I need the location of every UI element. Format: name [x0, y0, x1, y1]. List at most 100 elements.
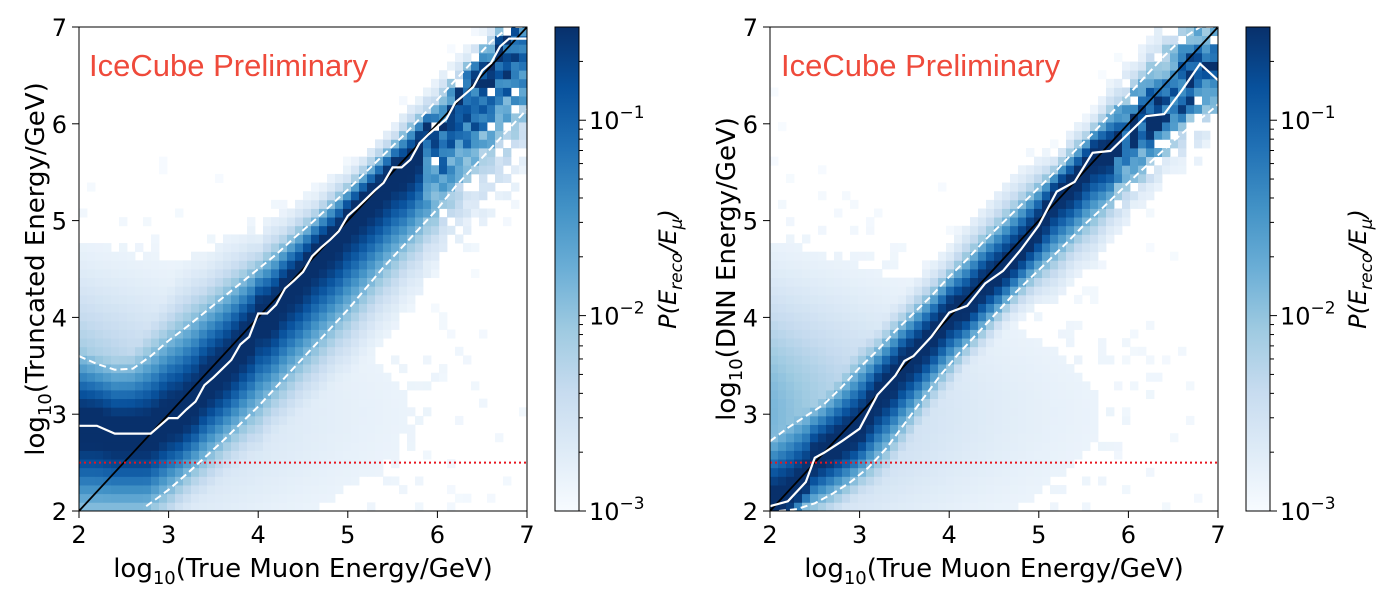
heatmap-cell [962, 441, 971, 451]
heatmap-cell [826, 320, 835, 330]
heatmap-cell [175, 381, 184, 391]
heatmap-cell [946, 320, 955, 330]
heatmap-cell [167, 433, 176, 443]
heatmap-cell [1170, 78, 1179, 88]
heatmap-cell [455, 199, 464, 209]
heatmap-cell [1034, 338, 1043, 348]
heatmap-cell [351, 390, 360, 400]
heatmap-cell [930, 450, 939, 460]
heatmap-cell [479, 156, 488, 166]
heatmap-cell [295, 294, 304, 304]
heatmap-cell [810, 329, 819, 339]
diagonal-line [770, 27, 1218, 511]
heatmap-cell [946, 424, 955, 434]
heatmap-cell [938, 269, 947, 279]
heatmap-cell [906, 329, 915, 339]
heatmap-cell [1002, 338, 1011, 348]
heatmap-cell [519, 87, 527, 97]
heatmap-cell [906, 381, 915, 391]
heatmap-cell [423, 208, 432, 218]
heatmap-cell [303, 286, 312, 296]
heatmap-cell [391, 286, 400, 296]
heatmap-cell [1018, 294, 1027, 304]
heatmap-cell [191, 459, 200, 469]
heatmap-cell [87, 346, 96, 356]
heatmap-cell [279, 398, 288, 408]
heatmap-cell [79, 277, 88, 287]
heatmap-cell [810, 277, 819, 287]
heatmap-cell [866, 225, 875, 235]
heatmap-cell [103, 355, 112, 365]
heatmap-cell [1170, 113, 1179, 123]
heatmap-cell [351, 338, 360, 348]
heatmap-cell [479, 130, 488, 140]
heatmap-cell [407, 208, 416, 218]
heatmap-cell [986, 286, 995, 296]
heatmap-cell [327, 208, 336, 218]
heatmap-cell [295, 329, 304, 339]
heatmap-cell [455, 52, 464, 62]
heatmap-cell [375, 338, 384, 348]
heatmap-cell [890, 381, 899, 391]
heatmap-cell [778, 381, 787, 391]
heatmap-cell [906, 364, 915, 374]
heatmap-cell [866, 459, 875, 469]
heatmap-cell [906, 441, 915, 451]
heatmap-cell [311, 381, 320, 391]
heatmap-cell [978, 424, 987, 434]
heatmap-cell [842, 381, 851, 391]
heatmap-cell [223, 398, 232, 408]
heatmap-cell [802, 303, 811, 313]
heatmap-cell [778, 286, 787, 296]
heatmap-cell [842, 286, 851, 296]
heatmap-cell [383, 381, 392, 391]
heatmap-cell [1178, 70, 1187, 80]
heatmap-cell [930, 372, 939, 382]
heatmap-cell [1050, 381, 1059, 391]
heatmap-cell [335, 424, 344, 434]
heatmap-cell [994, 450, 1003, 460]
heatmap-cell [986, 208, 995, 218]
heatmap-cell [1178, 44, 1187, 54]
heatmap-cell [399, 260, 408, 270]
heatmap-cell [930, 424, 939, 434]
heatmap-cell [367, 234, 376, 244]
heatmap-cell [503, 148, 512, 158]
heatmap-cell [1090, 424, 1099, 434]
heatmap-cell [271, 441, 280, 451]
heatmap-cell [1058, 355, 1067, 365]
heatmap-cell [447, 61, 456, 71]
heatmap-cell [455, 182, 464, 192]
heatmap-cell [455, 104, 464, 114]
heatmap-cell [271, 277, 280, 287]
heatmap-cell [1074, 424, 1083, 434]
heatmap-cell [994, 390, 1003, 400]
heatmap-cell [391, 441, 400, 451]
heatmap-cell [255, 459, 264, 469]
heatmap-cell [898, 398, 907, 408]
heatmap-cell [930, 286, 939, 296]
cb-label-sub-mu: μ [1357, 218, 1377, 230]
heatmap-cell [343, 415, 352, 425]
heatmap-cell [866, 502, 875, 511]
heatmap-cell [127, 294, 136, 304]
heatmap-cell [79, 398, 88, 408]
heatmap-cell [794, 329, 803, 339]
heatmap-cell [343, 364, 352, 374]
heatmap-cell [778, 294, 787, 304]
heatmap-cell [319, 441, 328, 451]
heatmap-cell [1010, 286, 1019, 296]
heatmap-cell [1130, 156, 1139, 166]
heatmap-cell [786, 294, 795, 304]
heatmap-cell [986, 303, 995, 313]
heatmap-cell [778, 459, 787, 469]
heatmap-cell [303, 355, 312, 365]
heatmap-cell [495, 87, 504, 97]
heatmap-cell [850, 303, 859, 313]
heatmap-cell [463, 173, 472, 183]
heatmap-cell [1026, 364, 1035, 374]
heatmap-cell [1074, 260, 1083, 270]
heatmap-cell [1146, 243, 1155, 253]
heatmap-cell [151, 251, 160, 261]
heatmap-cell [1074, 355, 1083, 365]
